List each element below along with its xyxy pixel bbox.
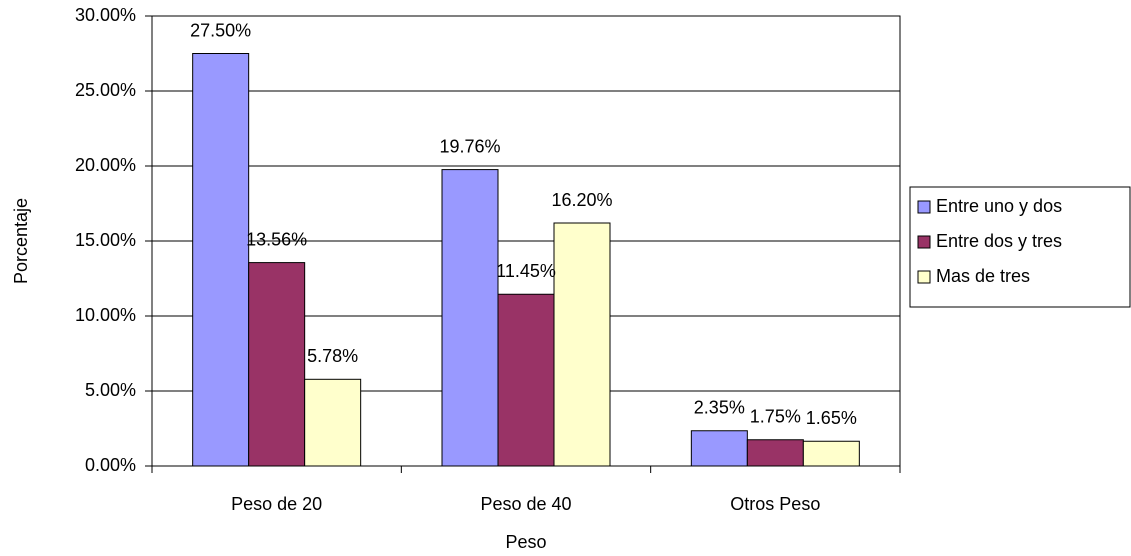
legend-swatch xyxy=(917,270,931,284)
data-label: 1.65% xyxy=(806,408,857,428)
data-label: 13.56% xyxy=(246,229,307,249)
y-tick-label: 30.00% xyxy=(75,5,136,25)
x-axis-label: Peso xyxy=(505,532,546,552)
bar xyxy=(441,169,499,467)
data-label: 19.76% xyxy=(439,136,500,156)
bar xyxy=(304,378,362,467)
bar xyxy=(746,439,804,467)
bar xyxy=(802,440,860,467)
data-label: 27.50% xyxy=(190,20,251,40)
x-tick-label: Peso de 20 xyxy=(231,494,322,514)
data-label: 11.45% xyxy=(496,261,556,281)
data-label: 1.75% xyxy=(750,407,801,427)
x-tick-label: Otros Peso xyxy=(730,494,820,514)
bar xyxy=(553,222,611,467)
x-tick-label: Peso de 40 xyxy=(480,494,571,514)
data-label: 5.78% xyxy=(307,346,358,366)
y-tick-label: 5.00% xyxy=(85,380,136,400)
y-tick-label: 0.00% xyxy=(85,455,136,475)
y-tick-label: 15.00% xyxy=(75,230,136,250)
legend-swatch xyxy=(917,200,931,214)
legend-label: Mas de tres xyxy=(936,266,1030,286)
data-label: 2.35% xyxy=(694,398,745,418)
legend-swatch xyxy=(917,235,931,249)
legend-label: Entre dos y tres xyxy=(936,231,1062,251)
bar xyxy=(192,53,250,467)
legend-box xyxy=(909,186,1131,308)
y-tick-label: 20.00% xyxy=(75,155,136,175)
data-label: 16.20% xyxy=(551,190,612,210)
bar xyxy=(690,430,748,467)
y-axis-label: Porcentaje xyxy=(11,198,31,284)
y-tick-label: 10.00% xyxy=(75,305,136,325)
bar xyxy=(497,293,555,467)
y-tick-label: 25.00% xyxy=(75,80,136,100)
legend-label: Entre uno y dos xyxy=(936,196,1062,216)
bar xyxy=(248,262,306,467)
